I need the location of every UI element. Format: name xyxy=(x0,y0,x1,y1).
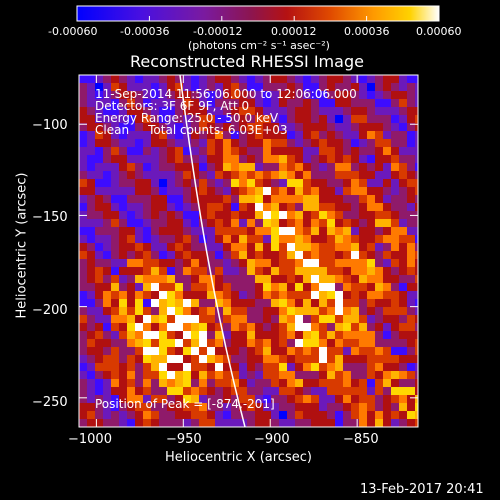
colorbar-tick-label: -0.00060 xyxy=(48,25,98,38)
colorbar-tick-label: 0.00036 xyxy=(344,25,390,38)
plot-frame xyxy=(78,74,419,428)
y-tick-label: −250 xyxy=(32,395,68,410)
y-tick-label: −150 xyxy=(32,210,68,225)
info-line: 11-Sep-2014 11:56:06.000 to 12:06:06.000 xyxy=(95,87,357,101)
colorbar-tick-labels: -0.00060 -0.00036 -0.00012 0.00012 0.000… xyxy=(0,26,500,38)
x-tick-label: −1000 xyxy=(68,432,112,447)
y-tick-label: −100 xyxy=(32,118,68,133)
plot-title: Reconstructed RHESSI Image xyxy=(130,52,364,71)
footer-date: 13-Feb-2017 20:41 xyxy=(360,482,484,497)
info-line: Clean Total counts: 6.03E+03 xyxy=(95,123,288,137)
x-tick-label: −900 xyxy=(254,432,290,447)
colorbar-tick-label: 0.00012 xyxy=(271,25,317,38)
x-tick-labels: −1000 −950 −900 −850 xyxy=(0,432,500,447)
colorbar xyxy=(76,5,440,22)
colorbar-tick-label: -0.00036 xyxy=(120,25,170,38)
y-axis-label: Heliocentric Y (arcsec) xyxy=(14,172,30,319)
y-axis-ticks xyxy=(79,123,418,399)
x-tick-label: −950 xyxy=(166,432,202,447)
colorbar-units: (photons cm⁻² s⁻¹ asec⁻²) xyxy=(188,39,330,52)
y-tick-label: −200 xyxy=(32,303,68,318)
x-axis-label: Heliocentric X (arcsec) xyxy=(165,450,312,465)
info-line: Detectors: 3F 6F 9F, Att 0 xyxy=(95,99,250,113)
colorbar-tick-label: 0.00060 xyxy=(416,25,462,38)
peak-position-label: Position of Peak = [-874,-201] xyxy=(95,397,275,411)
rhessi-image xyxy=(79,75,418,427)
x-axis-ticks xyxy=(95,75,358,427)
x-tick-label: −850 xyxy=(343,432,379,447)
solar-limb-line xyxy=(179,75,246,427)
colorbar-ticks xyxy=(76,16,440,21)
colorbar-tick-label: -0.00012 xyxy=(193,25,243,38)
info-line: Energy Range: 25.0 - 50.0 keV xyxy=(95,111,279,125)
